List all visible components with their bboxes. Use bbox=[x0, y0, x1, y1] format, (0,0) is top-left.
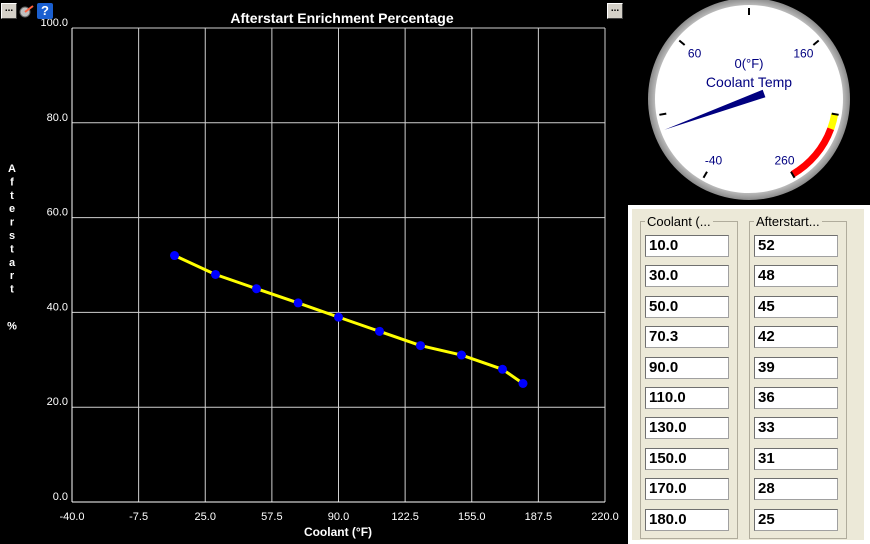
afterstart-cell[interactable]: 52 bbox=[754, 235, 838, 257]
x-tick-label: 122.5 bbox=[391, 511, 419, 523]
afterstart-cell[interactable]: 42 bbox=[754, 326, 838, 349]
coolant-gauge-panel: -40 60 160 260 0(°F) Coolant Temp bbox=[628, 0, 870, 205]
coolant-temp-gauge: -40 60 160 260 0(°F) Coolant Temp bbox=[648, 0, 850, 200]
afterstart-cell[interactable]: 31 bbox=[754, 447, 838, 470]
gauge-ticks bbox=[659, 8, 839, 179]
afterstart-curve-line bbox=[173, 254, 524, 385]
gauge-tick bbox=[678, 39, 686, 46]
chart-title: Afterstart Enrichment Percentage bbox=[230, 10, 454, 26]
gauge-scale-label: 60 bbox=[688, 46, 702, 60]
curve-chart-panel[interactable]: Afterstart Enrichment Percentage 0.0 20.0… bbox=[0, 0, 628, 544]
x-tick-label: 155.0 bbox=[458, 511, 486, 523]
y-axis-label: Afterstart% bbox=[7, 163, 17, 332]
gauge-tick bbox=[790, 171, 796, 179]
y-tick-label: 100.0 bbox=[40, 17, 68, 29]
y-tick-label: 0.0 bbox=[53, 491, 68, 503]
curve-points bbox=[170, 251, 528, 388]
coolant-cell[interactable]: 130.0 bbox=[645, 417, 729, 440]
coolant-cell[interactable]: 180.0 bbox=[645, 508, 729, 531]
curve-point[interactable] bbox=[170, 251, 179, 261]
gauge-scale-label: 260 bbox=[774, 153, 794, 167]
gauge-zone bbox=[827, 113, 839, 130]
afterstart-cell[interactable]: 33 bbox=[754, 417, 838, 440]
chart-menu-button[interactable]: ... bbox=[1, 3, 17, 19]
curve-chart[interactable]: Afterstart Enrichment Percentage 0.0 20.0… bbox=[0, 0, 628, 544]
y-axis-label-char: t bbox=[10, 243, 14, 255]
grid-lines bbox=[72, 27, 606, 502]
x-tick-label: 25.0 bbox=[195, 511, 216, 523]
gauge-title: Coolant Temp bbox=[706, 74, 792, 90]
curve-point[interactable] bbox=[252, 284, 261, 294]
x-tick-label: 57.5 bbox=[261, 511, 282, 523]
y-tick-label: 80.0 bbox=[47, 112, 68, 124]
afterstart-cell[interactable]: 39 bbox=[754, 356, 838, 379]
coolant-cell[interactable]: 110.0 bbox=[645, 387, 729, 409]
y-axis-label-char: r bbox=[10, 217, 15, 229]
curve-point[interactable] bbox=[498, 364, 507, 374]
y-axis-label-char: t bbox=[10, 190, 14, 202]
x-tick-label: -7.5 bbox=[129, 511, 148, 523]
coolant-cell[interactable]: 90.0 bbox=[645, 356, 729, 379]
gauge-zone bbox=[790, 127, 835, 178]
gauge-value-readout: 0(°F) bbox=[734, 56, 763, 71]
afterstart-cell[interactable]: 48 bbox=[754, 265, 838, 288]
x-tick-label: -40.0 bbox=[59, 511, 84, 523]
gauge-tick bbox=[659, 112, 667, 116]
x-tick-label: 90.0 bbox=[328, 511, 349, 523]
gauge-scale-label: -40 bbox=[705, 153, 723, 167]
gauge-tick bbox=[702, 171, 708, 179]
curve-point[interactable] bbox=[518, 379, 528, 388]
afterstart-cell[interactable]: 28 bbox=[754, 478, 838, 501]
tune-icon[interactable] bbox=[19, 3, 35, 19]
y-axis-label-char: f bbox=[10, 176, 14, 188]
y-axis-label-char: s bbox=[9, 230, 15, 242]
afterstart-column: Afterstart... 52 48 45 42 39 36 33 31 28 25 bbox=[749, 214, 847, 539]
gauge-tick bbox=[812, 39, 820, 46]
coolant-cell[interactable]: 50.0 bbox=[645, 295, 729, 318]
curve-table-panel: Coolant (... 10.0 30.0 50.0 70.3 90.0 110.0 13… bbox=[628, 205, 870, 544]
coolant-column-header: Coolant (... bbox=[645, 214, 713, 229]
afterstart-cell[interactable]: 25 bbox=[754, 508, 838, 531]
y-tick-label: 40.0 bbox=[47, 301, 68, 313]
y-axis-label-char: e bbox=[9, 203, 15, 215]
y-axis-label-char: a bbox=[9, 257, 16, 269]
y-axis-label-char: t bbox=[10, 284, 14, 296]
gauge-scale-label: 160 bbox=[793, 46, 813, 60]
y-tick-labels: 0.0 20.0 40.0 60.0 80.0 100.0 bbox=[40, 17, 68, 503]
afterstart-column-header: Afterstart... bbox=[754, 214, 822, 229]
curve-point[interactable] bbox=[334, 312, 343, 322]
coolant-cell[interactable]: 30.0 bbox=[645, 265, 729, 288]
coolant-column: Coolant (... 10.0 30.0 50.0 70.3 90.0 110.0 13… bbox=[640, 214, 738, 539]
curve-point[interactable] bbox=[375, 326, 384, 336]
x-tick-label: 220.0 bbox=[591, 511, 619, 523]
y-axis-label-char: % bbox=[7, 320, 17, 332]
curve-point[interactable] bbox=[457, 350, 466, 360]
help-icon[interactable]: ? bbox=[37, 3, 53, 19]
y-tick-label: 60.0 bbox=[47, 207, 68, 219]
afterstart-cell[interactable]: 36 bbox=[754, 387, 838, 409]
x-tick-label: 187.5 bbox=[525, 511, 553, 523]
gauge-tick bbox=[831, 112, 839, 116]
gauge-needle bbox=[664, 89, 766, 130]
y-tick-label: 20.0 bbox=[47, 396, 68, 408]
y-axis-label-char: A bbox=[8, 163, 16, 175]
afterstart-cell[interactable]: 45 bbox=[754, 295, 838, 318]
help-icon-glyph: ? bbox=[41, 3, 49, 18]
curve-point[interactable] bbox=[416, 341, 425, 351]
gauge-scale-labels: -40 60 160 260 bbox=[688, 46, 814, 167]
coolant-cell[interactable]: 10.0 bbox=[645, 235, 729, 257]
coolant-cell[interactable]: 170.0 bbox=[645, 478, 729, 501]
x-axis-label: Coolant (°F) bbox=[304, 525, 372, 539]
chart-options-button[interactable]: ... bbox=[607, 3, 623, 19]
y-axis-label-char: r bbox=[10, 270, 15, 282]
curve-point[interactable] bbox=[211, 269, 220, 279]
curve-table: Coolant (... 10.0 30.0 50.0 70.3 90.0 110.0 13… bbox=[632, 209, 864, 540]
coolant-cell[interactable]: 150.0 bbox=[645, 447, 729, 470]
curve-point[interactable] bbox=[293, 298, 303, 308]
coolant-cell[interactable]: 70.3 bbox=[645, 326, 729, 349]
x-tick-labels: -40.0 -7.5 25.0 57.5 90.0 122.5 155.0 187.5 220.… bbox=[59, 511, 618, 523]
